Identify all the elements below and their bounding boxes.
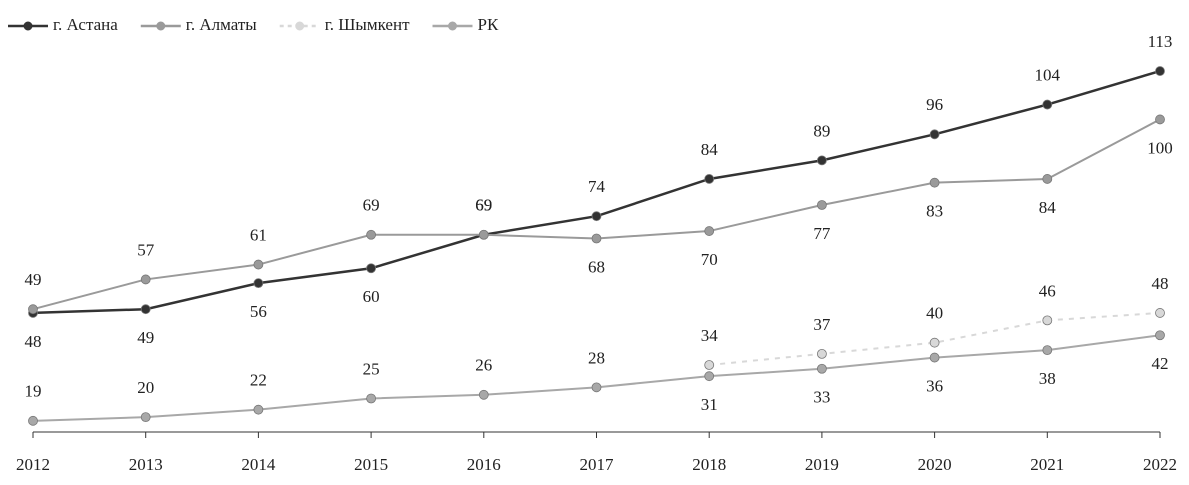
data-point (817, 348, 827, 359)
data-label: 84 (1039, 198, 1057, 217)
data-point (28, 304, 38, 315)
data-label: 49 (25, 270, 42, 289)
data-label: 36 (926, 376, 943, 395)
data-label: 25 (363, 359, 380, 378)
x-tick-label: 2021 (1030, 455, 1064, 474)
data-label: 33 (813, 388, 830, 407)
data-label: 104 (1035, 65, 1061, 84)
data-point (366, 393, 377, 404)
data-point (1042, 345, 1053, 356)
data-point (1155, 308, 1165, 318)
legend-marker (156, 21, 166, 31)
data-point (1042, 99, 1053, 110)
data-point (478, 389, 489, 400)
data-label: 70 (701, 250, 718, 269)
data-label: 74 (588, 177, 606, 196)
data-point (1042, 174, 1053, 184)
data-point (704, 360, 715, 370)
x-tick-label: 2016 (467, 455, 501, 474)
legend-label: РК (478, 15, 499, 34)
data-point (140, 274, 151, 285)
data-label: 84 (701, 140, 719, 159)
data-point (817, 200, 827, 210)
data-point (140, 412, 151, 423)
x-tick-label: 2019 (805, 455, 839, 474)
data-point (704, 174, 715, 184)
x-tick-label: 2018 (692, 455, 726, 474)
data-point (1042, 315, 1053, 326)
data-point (704, 226, 715, 236)
data-label: 26 (475, 356, 492, 375)
legend-label: г. Шымкент (325, 15, 410, 34)
data-point (366, 263, 377, 274)
data-point (366, 229, 377, 240)
data-label: 57 (137, 240, 155, 259)
data-label: 69 (475, 196, 492, 215)
data-point (817, 155, 827, 166)
legend-label: г. Астана (53, 15, 118, 34)
data-label: 60 (363, 287, 380, 306)
data-point (929, 177, 940, 188)
data-label: 61 (250, 225, 267, 244)
data-label: 46 (1039, 281, 1056, 300)
data-point (591, 233, 602, 244)
data-point (253, 404, 264, 415)
data-point (929, 337, 940, 348)
data-point (140, 304, 151, 315)
data-label: 69 (363, 196, 380, 215)
data-point (1155, 330, 1165, 341)
data-label: 34 (701, 326, 719, 345)
legend-marker (448, 21, 457, 31)
data-point (253, 259, 264, 270)
data-point (28, 415, 38, 426)
data-point (253, 278, 264, 289)
data-label: 42 (1152, 354, 1169, 373)
data-label: 100 (1147, 138, 1173, 157)
data-point (591, 211, 602, 222)
data-label: 48 (1152, 274, 1169, 293)
legend-marker (23, 21, 33, 31)
data-point (1155, 114, 1165, 125)
data-label: 38 (1039, 369, 1056, 388)
data-point (704, 371, 715, 382)
data-label: 37 (813, 315, 831, 334)
data-point (478, 229, 489, 240)
x-tick-label: 2022 (1143, 455, 1177, 474)
data-label: 31 (701, 395, 718, 414)
data-point (817, 363, 827, 374)
data-label: 89 (813, 121, 830, 140)
x-tick-label: 2020 (918, 455, 952, 474)
data-label: 48 (25, 332, 42, 351)
data-point (929, 129, 940, 140)
data-label: 56 (250, 302, 267, 321)
data-label: 69 (475, 196, 492, 215)
data-label: 83 (926, 202, 943, 221)
data-label: 96 (926, 95, 943, 114)
data-point (929, 352, 940, 363)
data-label: 22 (250, 371, 267, 390)
x-tick-label: 2017 (580, 455, 615, 474)
data-label: 77 (813, 224, 831, 243)
data-label: 20 (137, 378, 154, 397)
data-label: 19 (25, 382, 42, 401)
legend-label: г. Алматы (186, 15, 257, 34)
data-point (591, 382, 602, 393)
x-tick-label: 2014 (241, 455, 276, 474)
data-label: 113 (1148, 32, 1173, 51)
x-tick-label: 2012 (16, 455, 50, 474)
data-label: 28 (588, 348, 605, 367)
data-point (1155, 66, 1165, 76)
x-tick-label: 2013 (129, 455, 163, 474)
legend-marker (295, 21, 305, 31)
data-label: 40 (926, 304, 943, 323)
data-label: 49 (137, 328, 154, 347)
x-tick-label: 2015 (354, 455, 388, 474)
data-label: 68 (588, 257, 605, 276)
